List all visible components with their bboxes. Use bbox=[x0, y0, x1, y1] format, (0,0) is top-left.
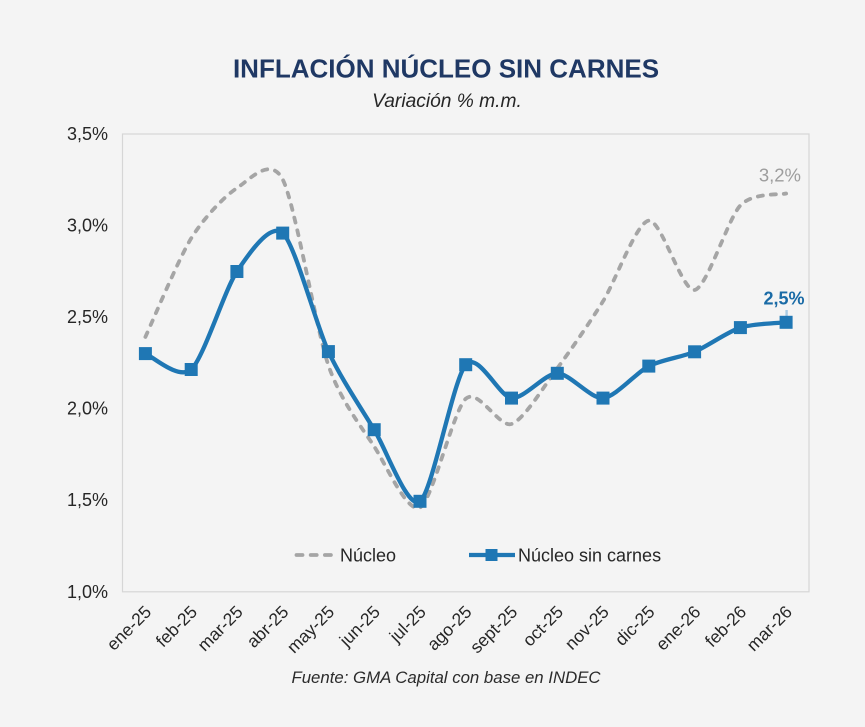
svg-text:Fuente: GMA Capital con base e: Fuente: GMA Capital con base en INDEC bbox=[291, 668, 601, 687]
svg-text:2,5%: 2,5% bbox=[763, 289, 804, 309]
svg-text:Variación % m.m.: Variación % m.m. bbox=[372, 91, 522, 112]
svg-text:2,5%: 2,5% bbox=[67, 307, 108, 327]
svg-text:3,2%: 3,2% bbox=[759, 165, 801, 186]
svg-text:3,5%: 3,5% bbox=[67, 124, 108, 144]
svg-text:INFLACIÓN NÚCLEO SIN CARNES: INFLACIÓN NÚCLEO SIN CARNES bbox=[233, 54, 659, 84]
svg-text:3,0%: 3,0% bbox=[67, 216, 108, 236]
svg-text:1,5%: 1,5% bbox=[67, 490, 108, 510]
svg-text:Núcleo sin carnes: Núcleo sin carnes bbox=[518, 546, 661, 566]
svg-text:Núcleo: Núcleo bbox=[340, 546, 396, 566]
svg-text:2,0%: 2,0% bbox=[67, 399, 108, 419]
svg-text:1,0%: 1,0% bbox=[67, 582, 108, 602]
